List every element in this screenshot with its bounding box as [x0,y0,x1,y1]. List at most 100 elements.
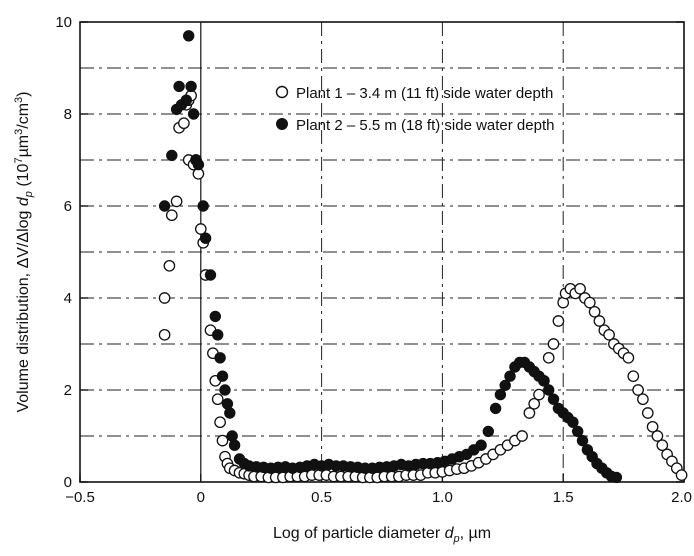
plant-1-data-point [622,351,635,364]
x-axis-ticks: −0.5 0 0.5 1.0 1.5 2.0 [65,474,692,506]
plant-2-data-point [209,310,222,323]
x-axis-title-suffix: , µm [460,525,491,542]
plant-1-data-point [627,370,640,383]
x-tick-label: 1.0 [432,489,453,506]
plant-2-data-point [494,388,507,401]
plant-2-data-point [219,384,231,396]
plant-2-data-point [567,416,579,428]
y-axis-title-subscript: p [23,191,35,198]
plant-1-data-point [216,434,229,447]
plant-2-data-point [489,402,502,415]
plant-1-data-point [547,338,560,350]
plant-1-data-point [637,393,649,406]
x-axis-title-symbol: d [445,525,455,542]
plant-1-data-point [516,430,528,442]
y-axis-title-end: ) [15,91,32,96]
y-axis-title-prefix: Volume distribution, ΔV/Δlog [15,206,32,412]
plant-1-data-point [603,328,615,341]
plant-2-data-point [538,375,550,387]
plant-1-data-point [533,388,545,401]
y-axis-title-sup3: 3 [13,97,25,103]
x-tick-label: −0.5 [65,489,95,506]
plant-2-data-point [576,434,589,447]
plant-2-data-point [572,425,584,438]
plant-1-data-point [656,439,669,452]
plant-1-data-point [523,407,536,419]
plant-1-data-point [542,351,555,364]
legend: Plant 1 – 3.4 m (11 ft) side water depth… [275,85,554,134]
y-axis-title-mid: (10 [15,163,32,191]
legend-marker-open-circle [275,85,289,99]
plant-2-data-point [187,108,200,120]
plant-1-data-point [588,305,601,318]
legend-label-plant-2: Plant 2 – 5.5 m (18 ft) side water depth [296,117,554,134]
plant-2-data-point [197,200,209,212]
plant-1-data-point [632,384,644,396]
x-axis-title: Log of particle diameter dp, µm [273,525,491,545]
plant-2-data-point [166,149,178,162]
plant-2-data-point [212,329,224,341]
plant-1-data-point [651,430,664,442]
plant-2-data-point [158,200,171,212]
plant-1-data-point [528,397,541,410]
plant-1-data-point [583,296,596,309]
plant-2-data-point [199,232,212,244]
plant-2-data-point [224,407,236,419]
plant-1-data-point [158,328,171,341]
plant-2-data-point [547,393,560,405]
plant-2-data-point [482,425,494,438]
x-axis-title-prefix: Log of particle diameter [273,525,441,542]
y-axis-title-sup1: 7 [13,157,25,163]
legend-marker-filled-circle [276,118,288,130]
y-tick-label: 8 [64,106,72,123]
y-axis-title-mid2: µm [15,135,32,158]
plant-2-data-point [499,379,511,392]
plant-1-data-point [574,282,586,295]
y-tick-label: 4 [64,290,72,307]
plant-1-data-point [641,407,654,419]
plant-2-data-point [214,352,226,364]
plant-2-data-point [204,269,217,281]
y-axis-title-symbol: d [15,196,32,206]
plant-2-data-point [475,439,487,451]
y-axis-title-sup2: 3 [13,129,25,135]
plant-2-data-point [504,370,516,382]
x-tick-label: 0.5 [311,489,332,506]
x-tick-label: 1.5 [553,489,574,506]
plant-2-data-point [180,94,193,106]
plant-1-data-point [178,117,190,130]
plant-1-data-point [170,195,183,208]
plant-2-data-point [610,471,623,484]
plant-2-data-point [185,80,197,93]
plant-1-data-point [165,209,178,222]
y-tick-label: 2 [64,382,72,399]
plant-2-data-point [183,30,195,42]
y-tick-label: 0 [64,474,72,491]
plant-1-data-point [194,223,207,235]
plant-2-data-point [192,158,205,171]
grid-lines [80,22,684,482]
y-axis-title-mid3: /cm [15,103,32,129]
legend-label-plant-1: Plant 1 – 3.4 m (11 ft) side water depth [296,85,553,102]
plant-1-data-point [675,469,688,481]
plant-1-data-point [211,393,224,406]
x-axis-title-subscript: p [453,533,460,545]
x-tick-label: 2.0 [671,489,692,506]
data-points [158,30,688,484]
plant-1-data-point [163,259,176,272]
plant-1-data-point [158,292,171,304]
plant-2-data-point [216,370,229,382]
x-tick-label: 0 [197,489,205,506]
plant-2-data-point [228,439,241,451]
plant-1-data-point [646,420,659,433]
plant-1-data-point [552,315,565,327]
plant-1-data-point [214,416,226,429]
plot-frame [79,21,685,483]
y-axis-title: Volume distribution, ΔV/Δlog dp (107µm3/… [13,91,35,412]
plant-2-data-point [173,80,185,93]
plant-1-data-point [593,315,606,327]
plant-2-data-point [543,384,555,396]
y-tick-label: 10 [55,14,72,31]
y-axis-ticks: 0 2 4 6 8 10 [55,14,684,491]
